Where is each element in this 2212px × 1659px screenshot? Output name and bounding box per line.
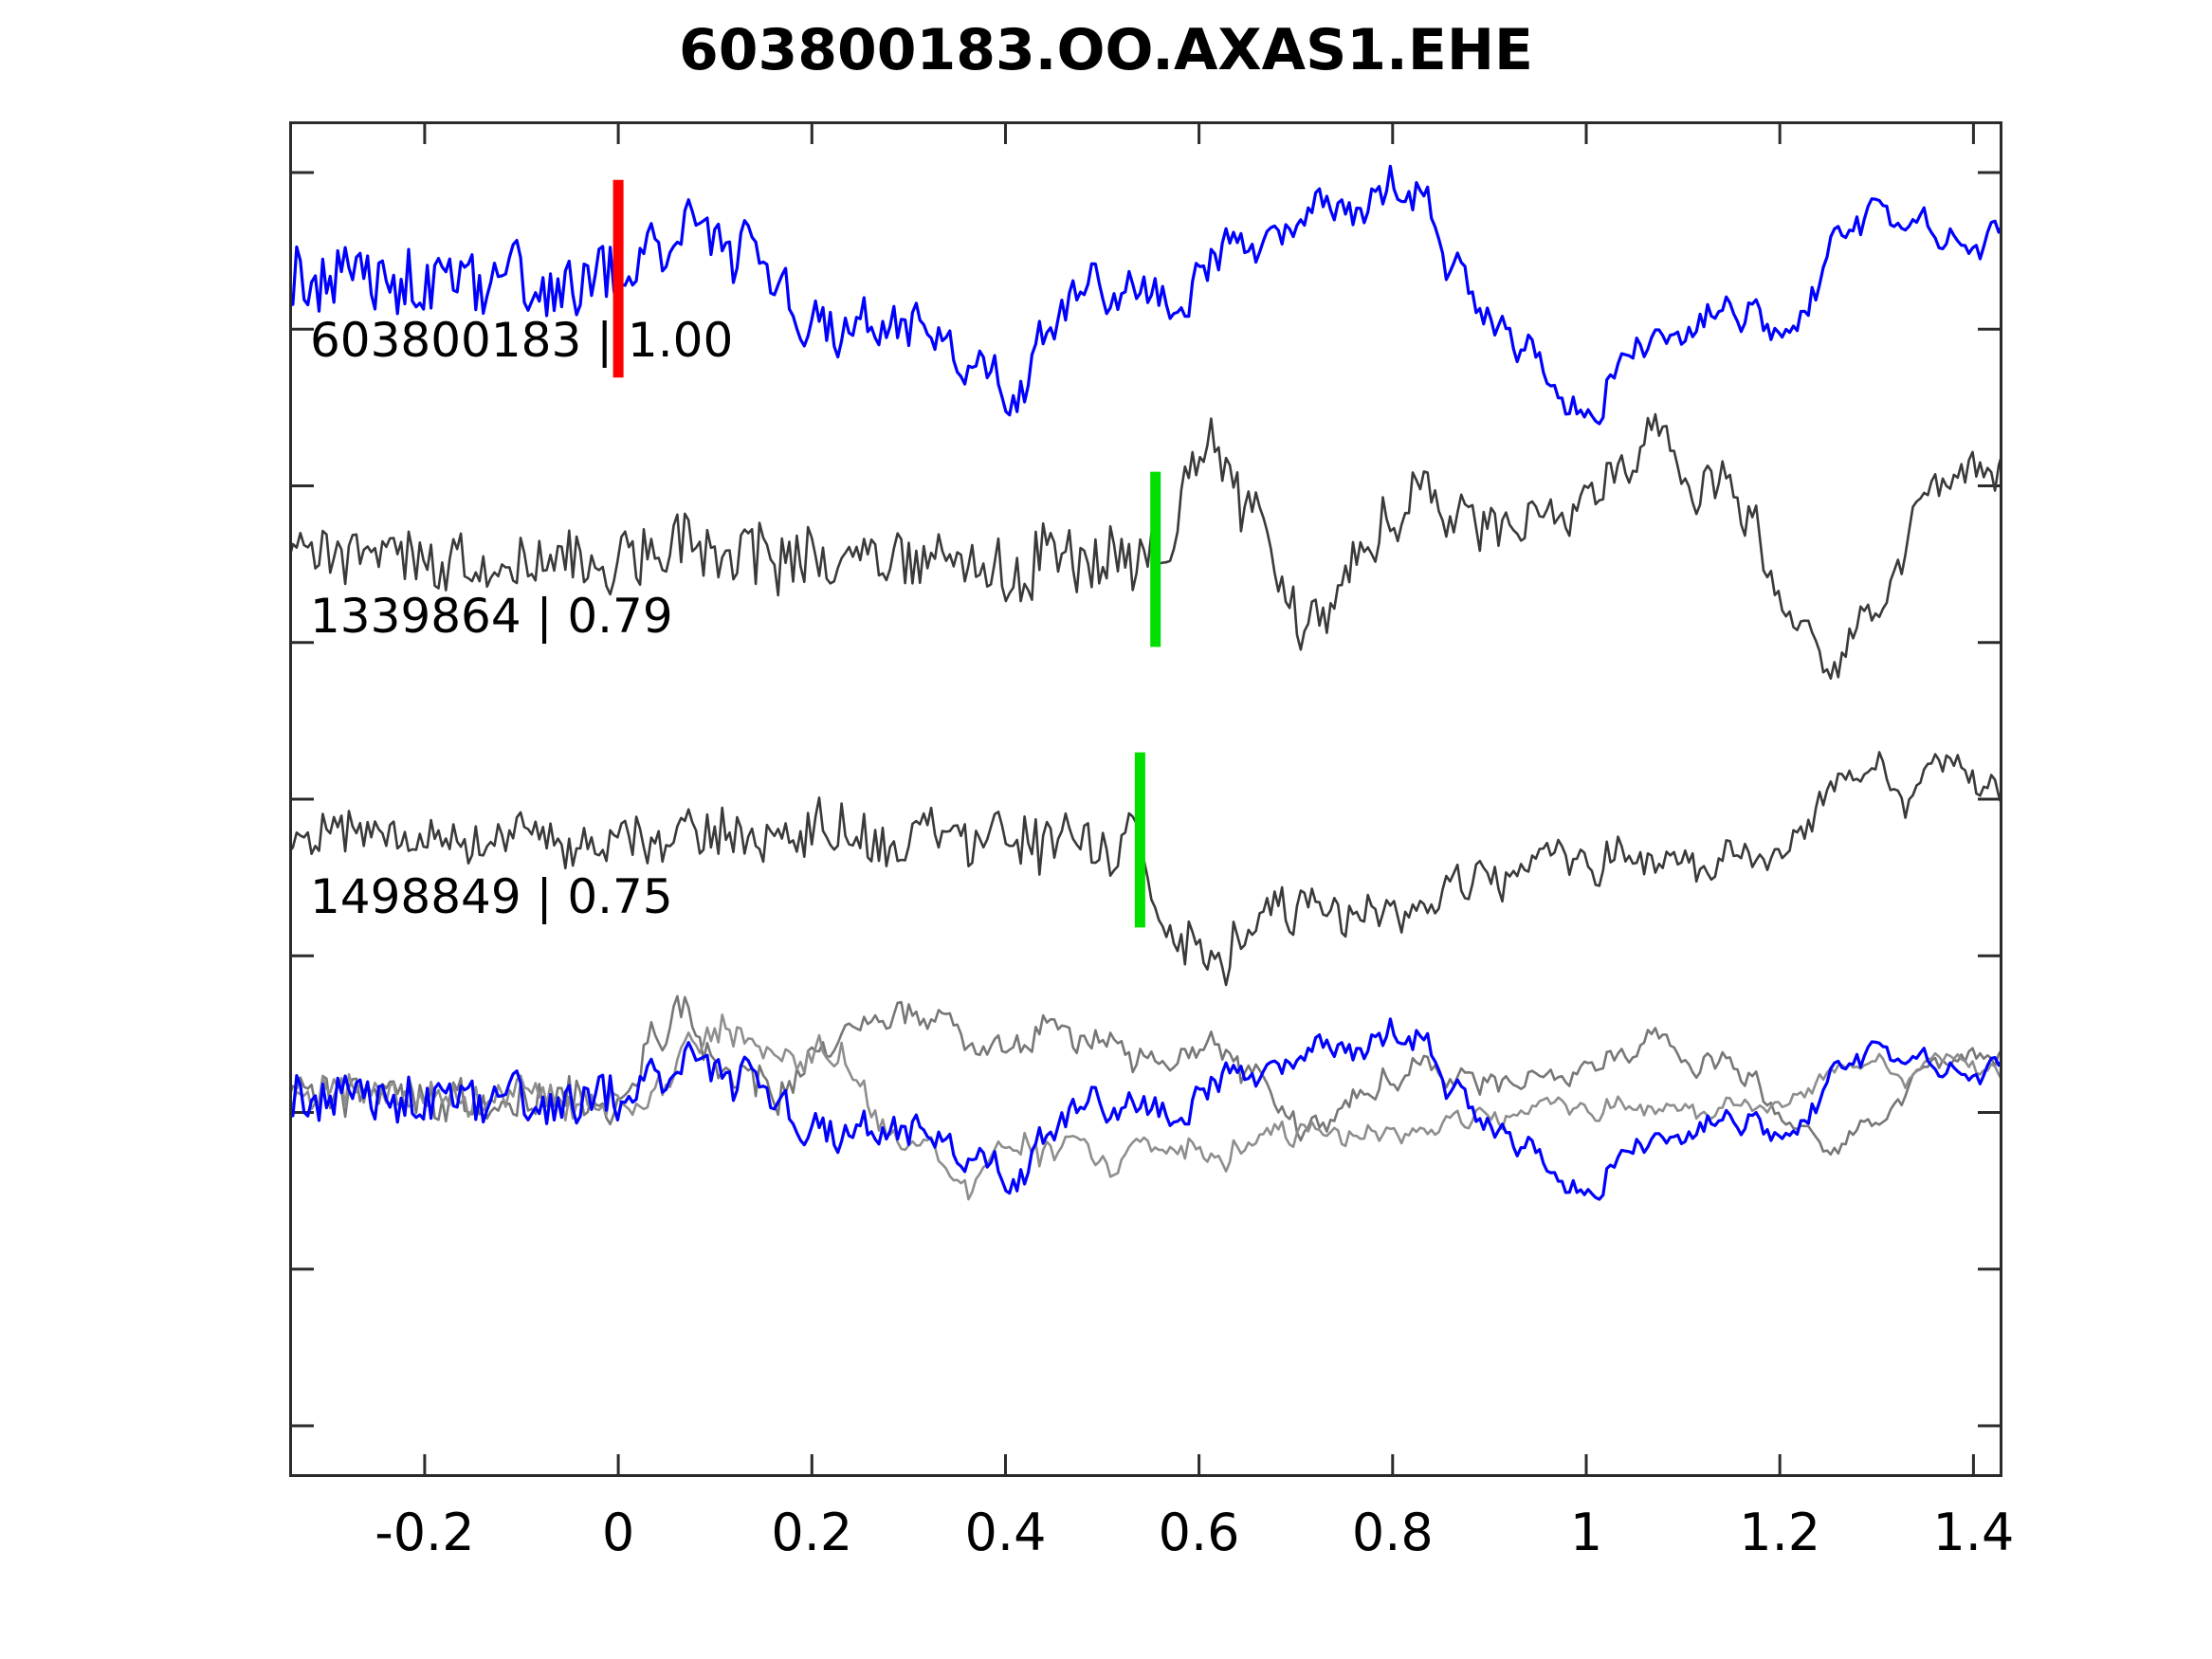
- waveform-line: [289, 166, 2002, 424]
- plot-frame: [289, 121, 2002, 1477]
- waveform-line: [289, 996, 2002, 1155]
- x-tick-label: 0.2: [771, 1503, 853, 1562]
- x-tick-label: 0: [601, 1503, 635, 1562]
- waveform-plot: [289, 121, 2002, 1477]
- trace-label-603800183: 603800183 | 1.00: [310, 313, 734, 368]
- x-axis-tick-labels: -0.2 0 0.2 0.4 0.6 0.8 1 1.2 1.4: [289, 1503, 2014, 1578]
- x-tick-label: 1: [1569, 1503, 1603, 1562]
- waveform-line: [289, 414, 2002, 679]
- x-tick-label: 0.8: [1351, 1503, 1434, 1562]
- x-tick-label: 0.4: [964, 1503, 1047, 1562]
- x-tick-label: 0.6: [1158, 1503, 1240, 1562]
- waveform-line: [289, 1019, 2002, 1199]
- waveform-line: [289, 753, 2002, 986]
- page-title: 603800183.OO.AXAS1.EHE: [678, 17, 1534, 83]
- trace-label-1339864: 1339864 | 0.79: [310, 589, 673, 644]
- x-tick-label: -0.2: [375, 1503, 475, 1562]
- x-tick-label: 1.2: [1739, 1503, 1821, 1562]
- trace-label-1498849: 1498849 | 0.75: [310, 869, 673, 924]
- x-tick-label: 1.4: [1932, 1503, 2015, 1562]
